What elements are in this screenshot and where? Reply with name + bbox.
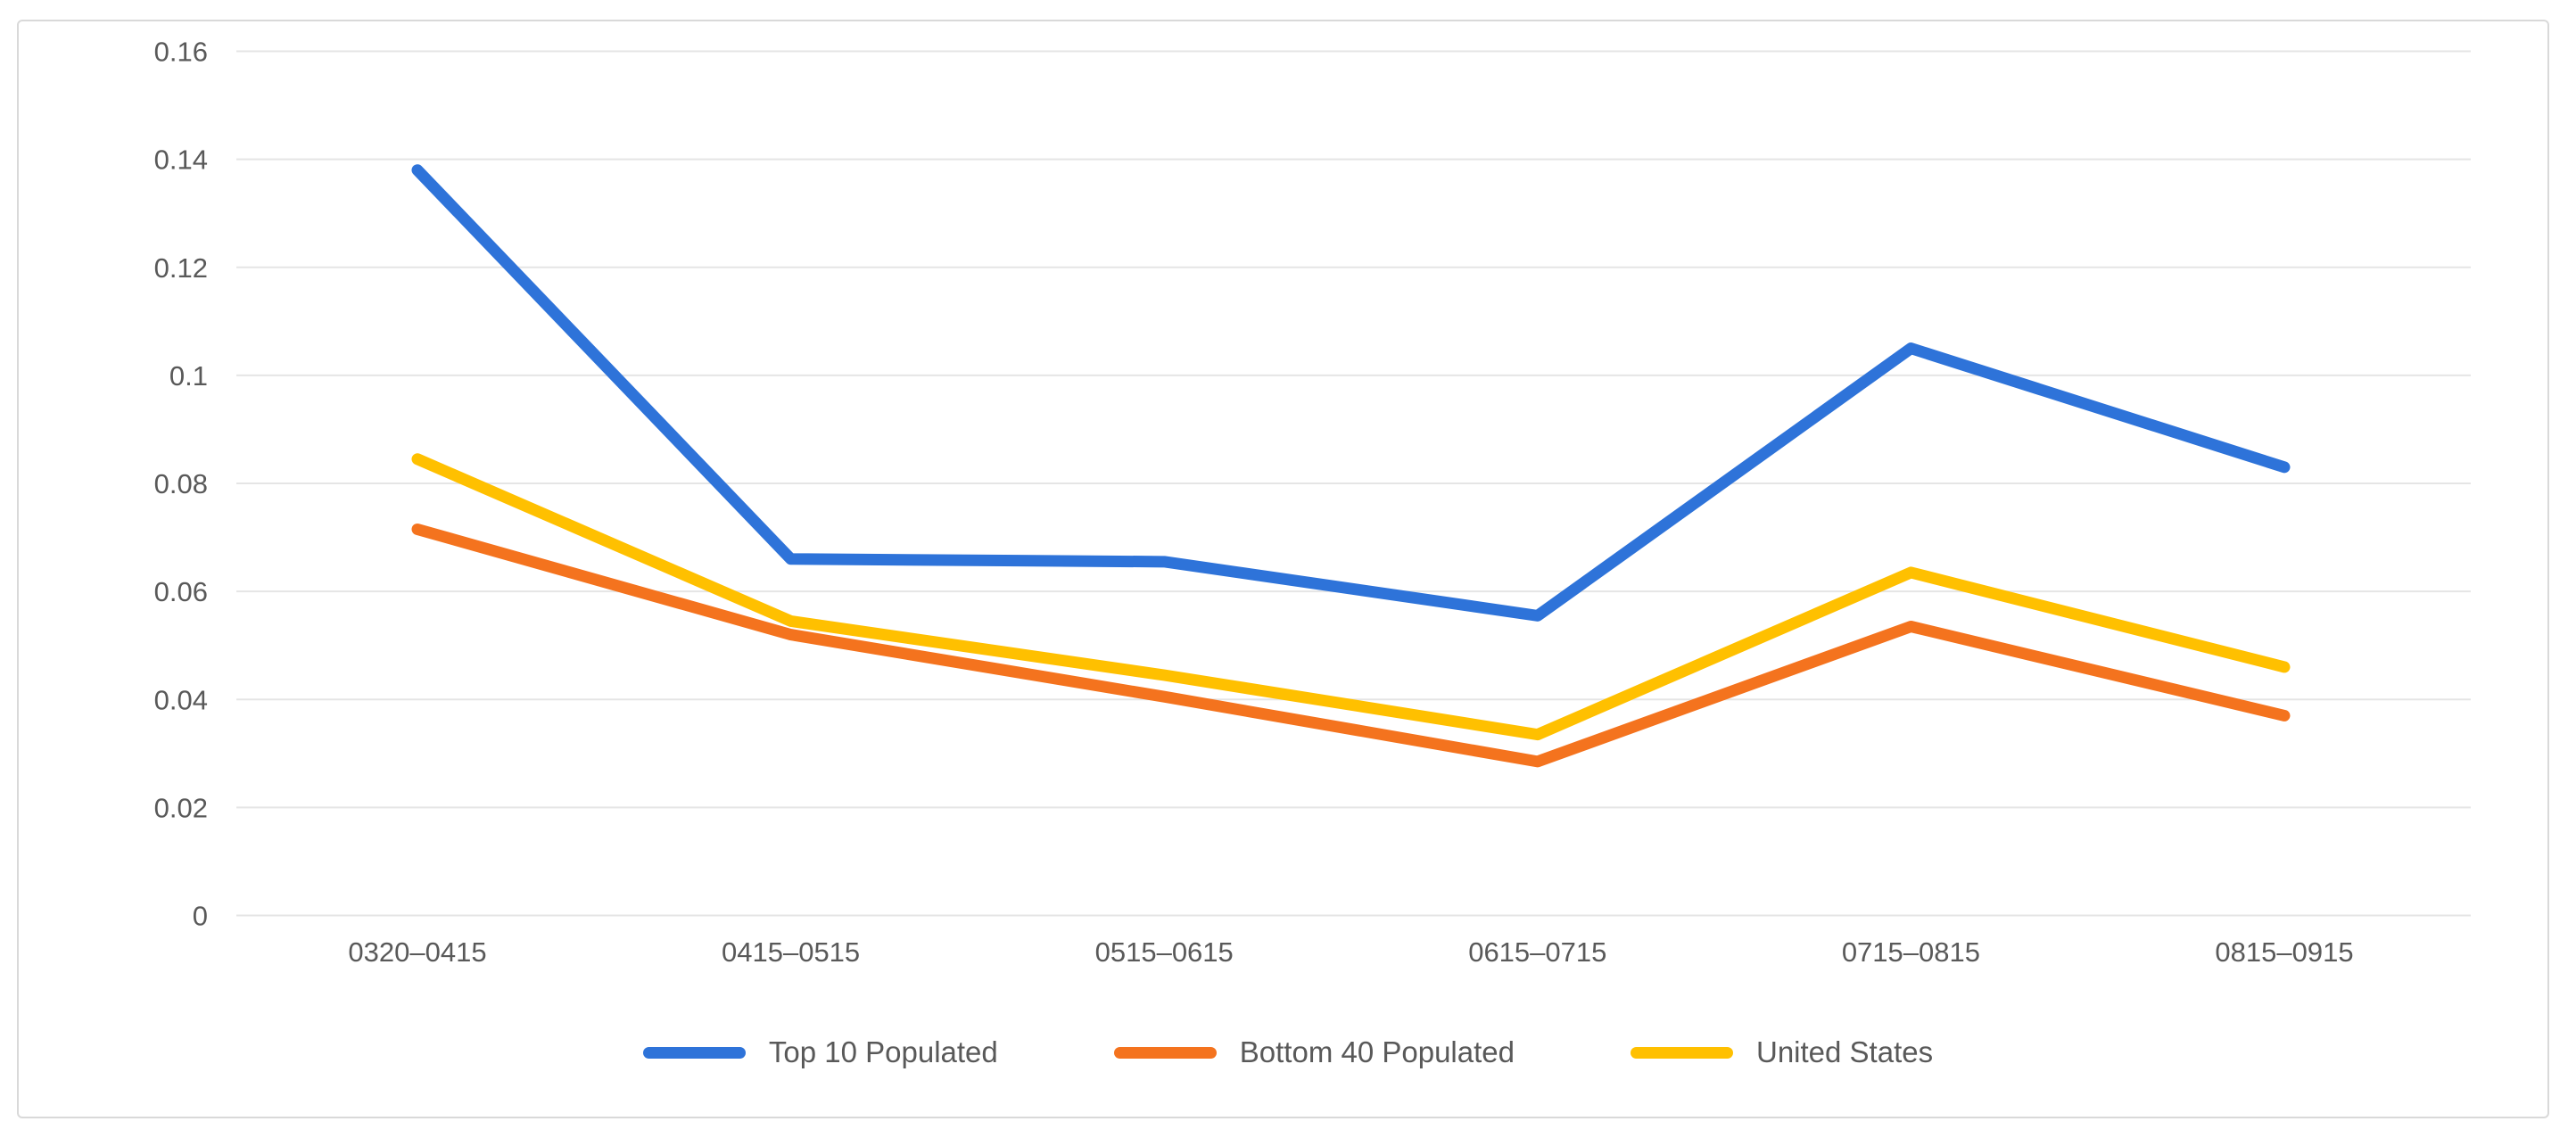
y-axis-tick-0.06: 0.06 xyxy=(154,576,208,607)
y-axis-tick-0.1: 0.1 xyxy=(169,360,208,392)
x-axis-label-0615-0715: 0615–0715 xyxy=(1468,936,1606,968)
chart-border xyxy=(17,20,2549,1118)
chart-legend: Top 10 Populated Bottom 40 Populated Unite… xyxy=(0,1024,2576,1081)
x-axis-label-0515-0615: 0515–0615 xyxy=(1095,936,1234,968)
x-axis-label-0815-0915: 0815–0915 xyxy=(2215,936,2353,968)
y-axis-tick-0.16: 0.16 xyxy=(154,37,208,68)
legend-label-bottom-40-populated: Bottom 40 Populated xyxy=(1239,1035,1515,1068)
legend-marker-bottom-40-populated xyxy=(1113,1046,1217,1059)
legend-item-united-states[interactable]: United States xyxy=(1630,1035,1934,1069)
legend-item-top-10-populated[interactable]: Top 10 Populated xyxy=(642,1035,998,1069)
legend-item-bottom-40-populated[interactable]: Bottom 40 Populated xyxy=(1113,1035,1515,1069)
x-axis-label-0320-0415: 0320–0415 xyxy=(348,936,486,968)
series-line-top-10-populated[interactable] xyxy=(411,164,2291,622)
legend-marker-united-states xyxy=(1630,1046,1733,1059)
series-line-bottom-40-populated[interactable] xyxy=(411,523,2291,768)
y-axis-tick-0: 0 xyxy=(193,901,208,932)
legend-marker-top-10-populated xyxy=(642,1046,746,1059)
legend-label-united-states: United States xyxy=(1755,1035,1934,1068)
x-axis-label-0415-0515: 0415–0515 xyxy=(722,936,860,968)
legend-label-top-10-populated: Top 10 Populated xyxy=(768,1035,998,1068)
y-axis-tick-0.12: 0.12 xyxy=(154,252,208,284)
y-axis-tick-0.14: 0.14 xyxy=(154,144,208,176)
x-axis-label-0715-0815: 0715–0815 xyxy=(1842,936,1980,968)
y-axis-tick-0.04: 0.04 xyxy=(154,684,208,715)
y-axis-tick-0.02: 0.02 xyxy=(154,792,208,823)
series-line-united-states[interactable] xyxy=(411,453,2291,741)
y-axis-tick-0.08: 0.08 xyxy=(154,468,208,499)
